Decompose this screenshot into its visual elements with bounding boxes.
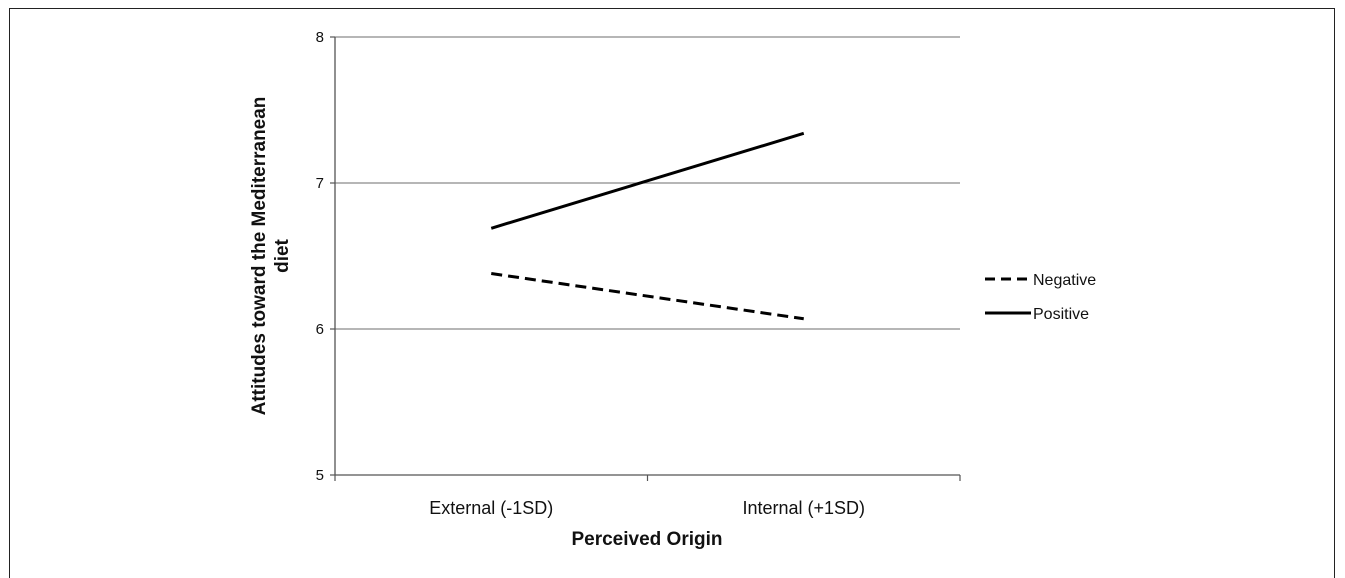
y-tick-label: 5: [316, 467, 324, 484]
axes: [334, 37, 960, 476]
legend: Negative Positive: [985, 272, 1096, 323]
y-axis-title-line-2: diet: [272, 238, 293, 272]
y-tick-label: 8: [316, 29, 324, 46]
x-tick-marks: [334, 475, 961, 481]
legend-label-positive: Positive: [1033, 306, 1089, 323]
y-tick-label: 7: [316, 175, 324, 192]
y-tick-label: 6: [316, 321, 324, 338]
series-lines: [490, 131, 805, 321]
series-line-positive: [490, 131, 805, 230]
y-tick-labels: 5 6 7 8: [316, 29, 335, 484]
gridlines: [335, 36, 960, 330]
x-category-labels: External (-1SD) Internal (+1SD): [429, 498, 865, 518]
x-category-label: Internal (+1SD): [742, 498, 865, 518]
legend-label-negative: Negative: [1033, 272, 1096, 289]
x-category-label: External (-1SD): [429, 498, 553, 518]
y-axis-title: Attitudes toward the Mediterranean diet: [249, 97, 293, 416]
y-axis-title-line-1: Attitudes toward the Mediterranean: [249, 97, 270, 416]
x-axis-title: Perceived Origin: [571, 529, 722, 550]
chart-frame: [9, 8, 1335, 578]
series-line-negative: [491, 272, 804, 321]
